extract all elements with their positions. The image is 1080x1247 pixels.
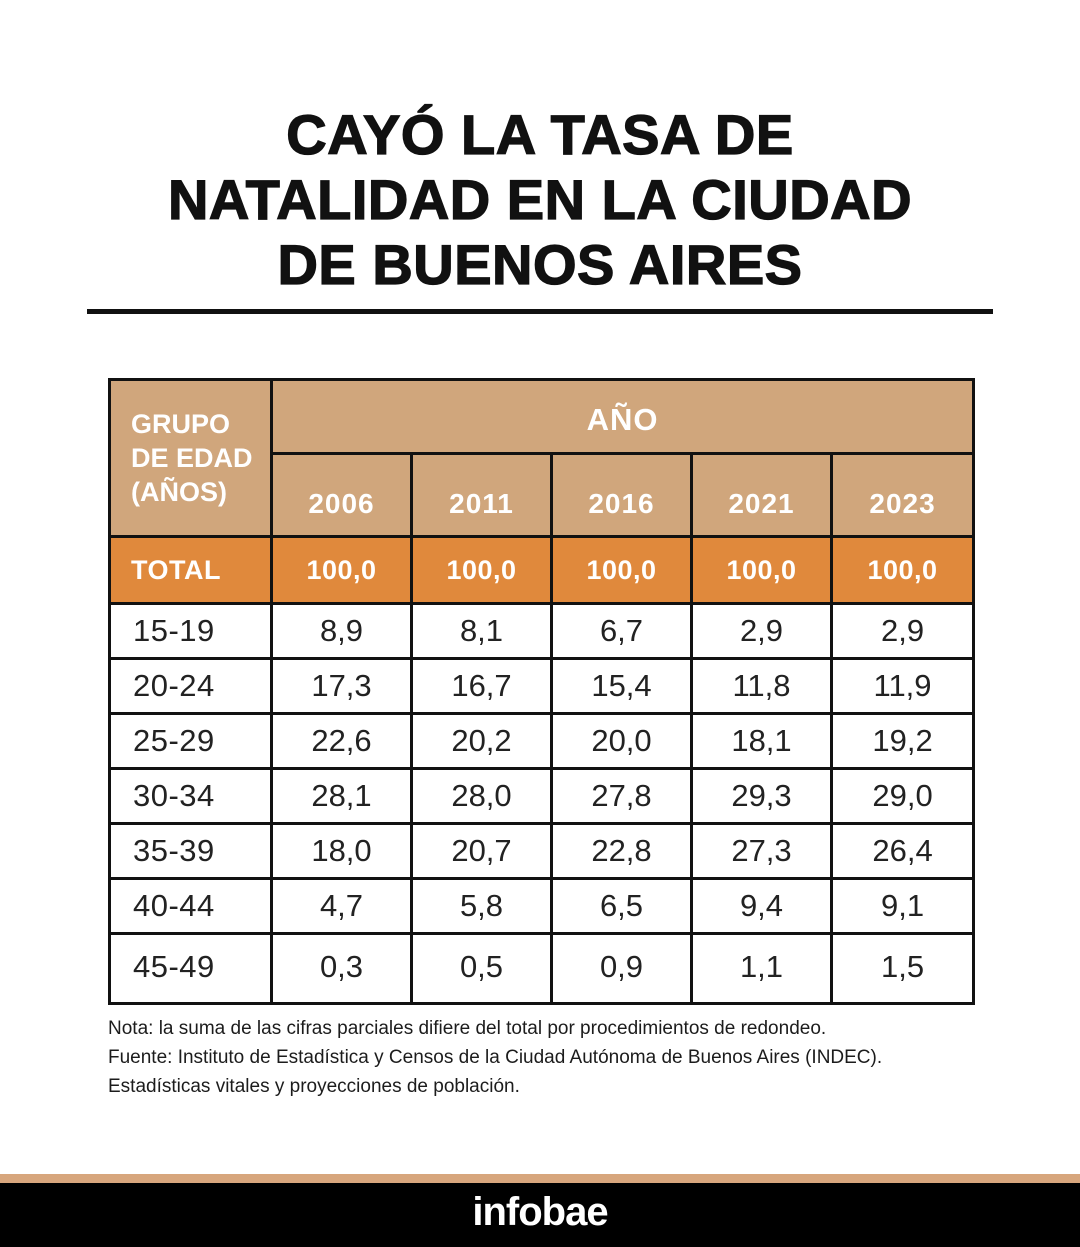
table-row-40-44: 40-44 4,7 5,8 6,5 9,4 9,1 xyxy=(108,877,976,935)
value-cell: 20,7 xyxy=(410,822,553,880)
value-cell: 6,5 xyxy=(550,877,693,935)
value-cell: 11,9 xyxy=(829,657,976,715)
value-cell: 1,1 xyxy=(690,932,833,1005)
table-row-35-39: 35-39 18,0 20,7 22,8 27,3 26,4 xyxy=(108,822,976,880)
birth-rate-table: GRUPO DE EDAD (AÑOS) AÑO 2006 2011 2016 … xyxy=(108,378,976,1005)
year-header-2011: 2011 xyxy=(410,452,553,538)
value-cell: 18,1 xyxy=(690,712,833,770)
page-title-line-3: DE BUENOS AIRES xyxy=(277,232,803,296)
page-title-line-1: CAYÓ LA TASA DE xyxy=(286,102,794,166)
age-group-label: 15-19 xyxy=(108,602,273,660)
value-cell: 2,9 xyxy=(690,602,833,660)
total-value-2006: 100,0 xyxy=(270,535,413,605)
note-statistics: Estadísticas vitales y proyecciones de p… xyxy=(108,1076,520,1097)
value-cell: 28,1 xyxy=(270,767,413,825)
value-cell: 4,7 xyxy=(270,877,413,935)
value-cell: 17,3 xyxy=(270,657,413,715)
age-group-label: 35-39 xyxy=(108,822,273,880)
age-group-label: 30-34 xyxy=(108,767,273,825)
value-cell: 8,1 xyxy=(410,602,553,660)
year-header-2006: 2006 xyxy=(270,452,413,538)
value-cell: 2,9 xyxy=(829,602,976,660)
age-group-label: 25-29 xyxy=(108,712,273,770)
value-cell: 0,3 xyxy=(270,932,413,1005)
age-group-label: 45-49 xyxy=(108,932,273,1005)
footer-bar: infobae xyxy=(0,1183,1080,1247)
table-header-row-years: 2006 2011 2016 2021 2023 xyxy=(110,452,976,538)
value-cell: 11,8 xyxy=(690,657,833,715)
value-cell: 29,0 xyxy=(829,767,976,825)
total-value-2011: 100,0 xyxy=(410,535,553,605)
table-row-30-34: 30-34 28,1 28,0 27,8 29,3 29,0 xyxy=(108,767,976,825)
total-row: TOTAL 100,0 100,0 100,0 100,0 100,0 xyxy=(108,535,976,605)
table-row-20-24: 20-24 17,3 16,7 15,4 11,8 11,9 xyxy=(108,657,976,715)
footer-accent-stripe xyxy=(0,1174,1080,1183)
value-cell: 15,4 xyxy=(550,657,693,715)
age-group-label: 40-44 xyxy=(108,877,273,935)
table-header-row-group: GRUPO DE EDAD (AÑOS) AÑO xyxy=(108,378,976,538)
value-cell: 22,8 xyxy=(550,822,693,880)
value-cell: 27,8 xyxy=(550,767,693,825)
page-title: CAYÓ LA TASA DE NATALIDAD EN LA CIUDAD D… xyxy=(0,102,1080,297)
value-cell: 9,1 xyxy=(829,877,976,935)
footnotes: Nota: la suma de las cifras parciales di… xyxy=(108,1019,988,1106)
value-cell: 26,4 xyxy=(829,822,976,880)
age-group-corner-header: GRUPO DE EDAD (AÑOS) xyxy=(108,378,273,538)
year-group-header: AÑO xyxy=(269,378,976,455)
note-source: Fuente: Instituto de Estadística y Censo… xyxy=(108,1047,883,1068)
total-row-label: TOTAL xyxy=(108,535,273,605)
value-cell: 29,3 xyxy=(690,767,833,825)
value-cell: 27,3 xyxy=(690,822,833,880)
value-cell: 0,5 xyxy=(410,932,553,1005)
year-header-2016: 2016 xyxy=(550,452,693,538)
infobae-logo: infobae xyxy=(472,1189,608,1234)
value-cell: 1,5 xyxy=(829,932,976,1005)
total-value-2016: 100,0 xyxy=(550,535,693,605)
value-cell: 9,4 xyxy=(690,877,833,935)
page-title-line-2: NATALIDAD EN LA CIUDAD xyxy=(167,167,913,231)
value-cell: 18,0 xyxy=(270,822,413,880)
title-divider-rule xyxy=(87,309,993,314)
value-cell: 22,6 xyxy=(270,712,413,770)
value-cell: 8,9 xyxy=(270,602,413,660)
table-row-45-49: 45-49 0,3 0,5 0,9 1,1 1,5 xyxy=(108,932,976,1005)
year-header-2023: 2023 xyxy=(829,452,976,538)
value-cell: 20,0 xyxy=(550,712,693,770)
age-group-label: 20-24 xyxy=(108,657,273,715)
total-value-2023: 100,0 xyxy=(829,535,976,605)
table-row-25-29: 25-29 22,6 20,2 20,0 18,1 19,2 xyxy=(108,712,976,770)
value-cell: 0,9 xyxy=(550,932,693,1005)
note-rounding: Nota: la suma de las cifras parciales di… xyxy=(108,1018,827,1039)
total-value-2021: 100,0 xyxy=(690,535,833,605)
year-header-2021: 2021 xyxy=(690,452,833,538)
value-cell: 28,0 xyxy=(410,767,553,825)
value-cell: 16,7 xyxy=(410,657,553,715)
value-cell: 5,8 xyxy=(410,877,553,935)
value-cell: 20,2 xyxy=(410,712,553,770)
value-cell: 19,2 xyxy=(829,712,976,770)
value-cell: 6,7 xyxy=(550,602,693,660)
table-row-15-19: 15-19 8,9 8,1 6,7 2,9 2,9 xyxy=(108,602,976,660)
